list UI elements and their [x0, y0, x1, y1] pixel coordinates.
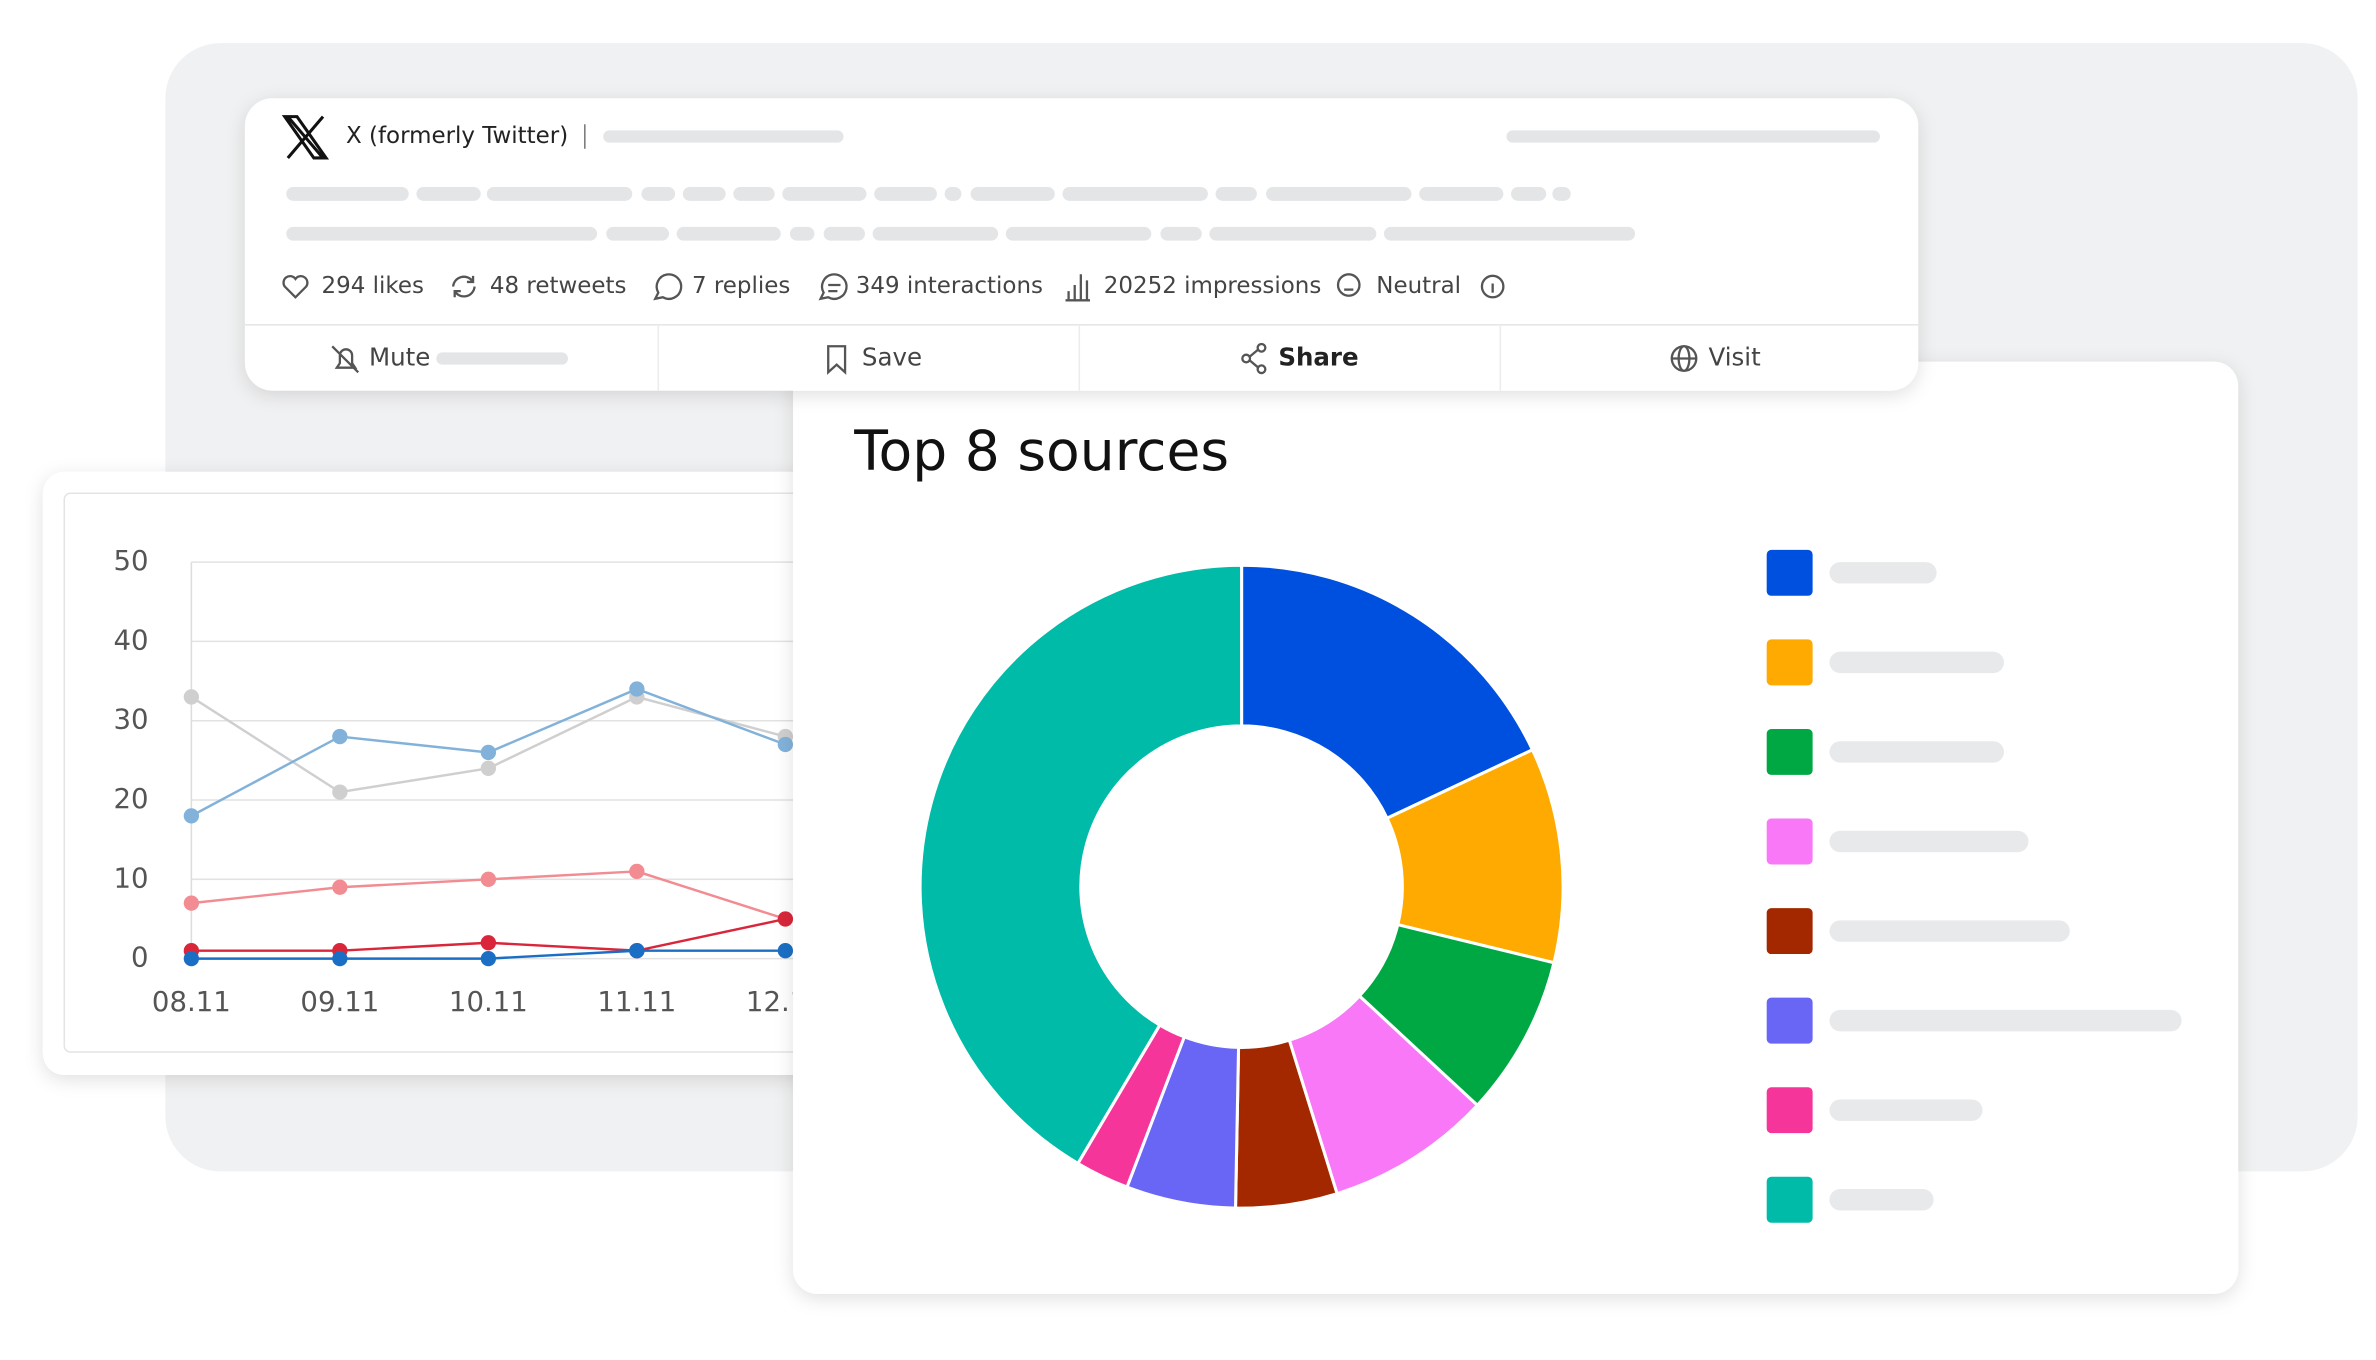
- point: [480, 760, 497, 776]
- point: [777, 736, 794, 753]
- legend-placeholder: [1829, 741, 2004, 763]
- legend-placeholder: [1829, 1009, 2182, 1032]
- placeholder: [436, 352, 568, 365]
- point: [629, 863, 645, 880]
- stat-label: 20252 impressions: [1104, 273, 1322, 299]
- legend-placeholder: [1829, 651, 2004, 674]
- y-tick-label: 30: [113, 704, 148, 736]
- stat-label: 7 replies: [692, 273, 790, 299]
- x-tick-label: 10.11: [449, 986, 528, 1018]
- legend-swatch[interactable]: [1766, 1176, 1813, 1223]
- x-tick-label: 08.11: [152, 986, 231, 1018]
- stat-label: 294 likes: [321, 273, 423, 299]
- text-placeholder: [286, 187, 1636, 241]
- point: [629, 943, 645, 959]
- legend-swatch[interactable]: [1766, 728, 1813, 775]
- legend-placeholder: [1829, 920, 2070, 942]
- action-button[interactable]: Mute: [369, 343, 430, 372]
- card: [244, 98, 1919, 391]
- legend-placeholder: [1829, 1189, 1934, 1211]
- y-tick-label: 20: [113, 783, 148, 815]
- point: [480, 935, 497, 951]
- legend-placeholder: [1829, 562, 1937, 584]
- point: [332, 879, 348, 895]
- x-tick-label: 09.11: [300, 986, 379, 1018]
- point: [480, 744, 497, 761]
- slice: [1240, 563, 1535, 821]
- x-logo: [281, 115, 330, 160]
- legend-placeholder: [1829, 1099, 1983, 1121]
- point: [183, 808, 200, 824]
- stat-icons: [282, 273, 1505, 302]
- point: [183, 950, 200, 967]
- card: [42, 471, 839, 1075]
- point: [777, 943, 794, 959]
- legend-swatch[interactable]: [1766, 639, 1813, 686]
- point: [332, 950, 348, 967]
- action-button[interactable]: Visit: [1709, 343, 1762, 372]
- y-tick-label: 50: [113, 545, 148, 577]
- stat-label: 48 retweets: [490, 273, 627, 299]
- placeholder: [1506, 130, 1880, 143]
- point: [777, 911, 794, 927]
- slice: [918, 563, 1244, 1166]
- chart-title: Top 8 sources: [853, 419, 1229, 483]
- point: [183, 689, 200, 705]
- y-tick-label: 40: [113, 624, 148, 656]
- point: [332, 728, 348, 745]
- placeholder: [603, 130, 844, 143]
- point: [183, 895, 200, 911]
- action-icons: [331, 342, 1698, 375]
- post-card: X (formerly Twitter): [244, 98, 1919, 391]
- x-tick-label: 11.11: [597, 986, 676, 1018]
- legend-swatch[interactable]: [1766, 908, 1813, 955]
- action-button[interactable]: Save: [862, 343, 922, 372]
- donut-card: Top 8 sources: [793, 361, 2239, 1294]
- point: [480, 950, 497, 967]
- legend-swatch[interactable]: [1766, 1087, 1813, 1134]
- point: [480, 871, 497, 887]
- stat-label: 349 interactions: [856, 273, 1043, 299]
- point: [629, 681, 645, 697]
- legend-placeholder: [1829, 830, 2029, 853]
- platform-name: X (formerly Twitter): [346, 123, 568, 149]
- legend-swatch[interactable]: [1766, 818, 1813, 865]
- legend-swatch[interactable]: [1766, 997, 1813, 1044]
- action-button[interactable]: Share: [1278, 343, 1358, 372]
- y-tick-label: 0: [131, 942, 149, 974]
- legend-swatch[interactable]: [1766, 549, 1813, 596]
- y-tick-label: 10: [113, 862, 148, 894]
- point: [332, 784, 348, 800]
- stat-label: Neutral: [1376, 273, 1461, 299]
